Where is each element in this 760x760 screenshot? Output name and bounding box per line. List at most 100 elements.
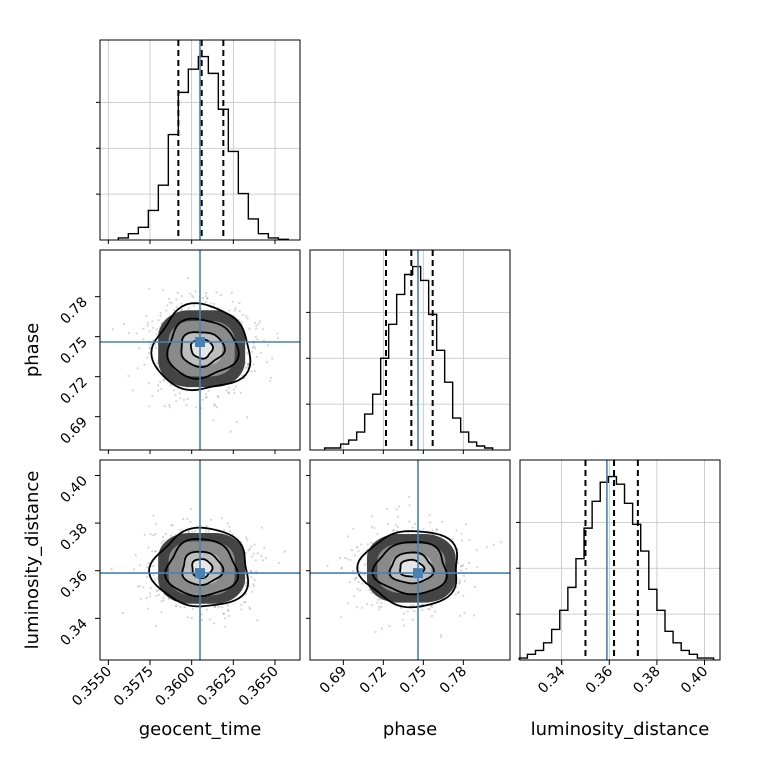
contour-level-3 — [150, 302, 252, 392]
contour-level-1 — [388, 551, 435, 585]
scatter-point — [135, 332, 138, 335]
scatter-point — [233, 309, 237, 312]
scatter-point — [206, 297, 209, 300]
scatter-point — [163, 405, 166, 408]
scatter-point — [457, 591, 460, 594]
y-tick-label-luminosity_distance-3: 0.40 — [57, 473, 90, 506]
scatter-point — [460, 565, 463, 568]
scatter-point — [228, 530, 231, 533]
scatter-point — [168, 406, 171, 409]
scatter-point — [162, 539, 165, 542]
scatter-point — [251, 590, 254, 593]
x-tick-label-geocent_time-4: 0.3650 — [236, 664, 282, 710]
scatter-point — [204, 393, 207, 396]
scatter-point — [243, 601, 246, 604]
scatter-point — [146, 575, 149, 578]
scatter-point — [147, 546, 150, 549]
scatter-point — [209, 618, 212, 621]
scatter-point — [467, 561, 471, 565]
scatter-point — [247, 549, 250, 552]
scatter-point — [370, 591, 373, 594]
scatter-point — [179, 528, 182, 532]
scatter-point — [179, 605, 182, 609]
scatter-point — [224, 617, 227, 620]
scatter-point — [230, 291, 233, 294]
scatter-point — [212, 419, 215, 422]
histogram-step-geocent_time — [117, 55, 290, 241]
scatter-point — [157, 589, 160, 592]
scatter-point — [149, 592, 152, 595]
scatter-point — [408, 504, 411, 507]
scatter-point — [414, 522, 417, 526]
scatter-point — [227, 609, 230, 612]
scatter-point — [253, 578, 256, 582]
scatter-point — [175, 306, 178, 309]
scatter-point — [148, 346, 151, 349]
panel-background — [310, 250, 510, 450]
scatter-point — [463, 611, 466, 614]
scatter-point — [465, 567, 468, 570]
scatter-point — [240, 608, 243, 611]
scatter-point — [360, 543, 363, 546]
scatter-point — [435, 529, 439, 532]
scatter-point — [358, 589, 362, 592]
scatter-point — [276, 337, 280, 340]
scatter-point — [261, 328, 264, 331]
scatter-point — [178, 392, 181, 395]
scatter-point — [256, 619, 259, 622]
scatter-point — [174, 393, 177, 397]
scatter-point — [147, 382, 151, 385]
contour-level-2 — [166, 317, 240, 380]
scatter-point — [408, 520, 411, 523]
contour-level-0 — [189, 338, 214, 360]
scatter-point — [136, 585, 139, 588]
scatter-point — [143, 363, 146, 366]
scatter-point — [134, 554, 137, 557]
x-tick-label-luminosity_distance-0: 0.34 — [535, 663, 568, 696]
joint-panel-geocent_time-luminosity_distance — [99, 459, 301, 661]
scatter-point — [395, 508, 398, 511]
scatter-point — [248, 606, 251, 609]
scatter-point — [245, 315, 248, 318]
scatter-point — [207, 530, 210, 533]
scatter-point — [250, 570, 253, 573]
scatter-point — [252, 363, 255, 366]
x-tick-label-phase-3: 0.78 — [437, 664, 470, 697]
scatter-point — [142, 338, 145, 341]
scatter-point — [458, 579, 461, 582]
scatter-point — [186, 386, 189, 389]
scatter-point — [475, 549, 478, 552]
scatter-point — [191, 607, 194, 610]
x-axis-label-2: luminosity_distance — [531, 719, 710, 740]
scatter-point — [368, 589, 371, 592]
scatter-point — [376, 532, 379, 535]
scatter-point — [353, 578, 356, 581]
scatter-point — [192, 296, 195, 299]
scatter-point — [396, 515, 399, 518]
scatter-point — [204, 396, 207, 399]
scatter-point — [246, 366, 249, 369]
scatter-point — [250, 569, 253, 573]
scatter-point — [160, 600, 163, 603]
scatter-point — [143, 533, 146, 536]
histogram-panel-luminosity_distance — [516, 459, 721, 661]
scatter-point — [252, 552, 255, 555]
scatter-point — [138, 347, 141, 350]
scatter-point — [204, 300, 207, 304]
scatter-point — [392, 529, 396, 532]
scatter-point — [460, 569, 463, 572]
histogram-panel-phase — [306, 249, 511, 451]
scatter-point — [350, 549, 353, 552]
scatter-point — [212, 302, 216, 306]
scatter-point — [165, 309, 168, 312]
scatter-point — [175, 400, 178, 403]
scatter-point — [193, 304, 196, 307]
scatter-point — [235, 420, 238, 424]
scatter-point — [340, 566, 343, 569]
scatter-point — [252, 583, 255, 586]
scatter-point — [434, 610, 437, 613]
contour-level-1 — [180, 331, 226, 369]
contour-level-2 — [371, 541, 448, 596]
